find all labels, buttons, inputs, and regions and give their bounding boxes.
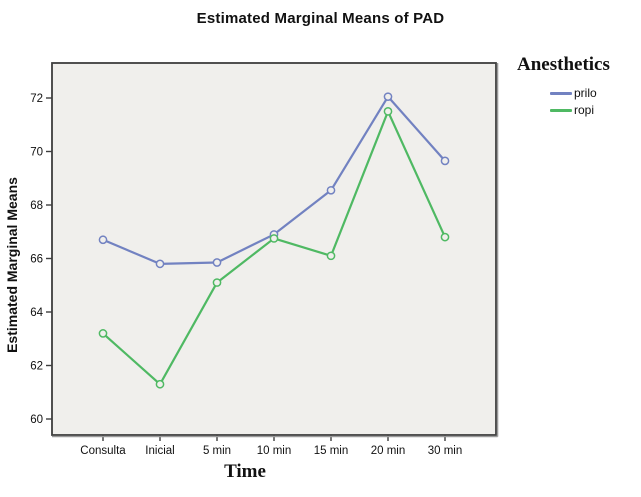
data-point-ropi-2 [212, 278, 222, 287]
x-axis-tick-label: Consulta [80, 445, 126, 457]
legend-title: Anesthetics [517, 54, 610, 75]
data-point-prilo-2 [212, 258, 222, 267]
x-axis-tick-label: 5 min [203, 445, 231, 457]
legend-item-ropi: ropi [550, 104, 639, 117]
data-point-prilo-6 [440, 156, 450, 166]
data-point-ropi-6 [440, 232, 450, 242]
y-axis-tick-label: 68 [30, 200, 43, 212]
x-axis-tick-label: 30 min [428, 445, 463, 457]
legend-item-prilo: prilo [550, 87, 639, 100]
y-axis-tick-label: 60 [30, 414, 43, 426]
x-axis-tick-label: Inicial [145, 445, 174, 457]
data-point-ropi-4 [326, 251, 336, 261]
prilo-line-swatch [550, 92, 572, 95]
data-point-prilo-4 [326, 185, 336, 195]
y-axis-title: Estimated Marginal Means [4, 177, 20, 353]
y-axis-tick-label: 70 [30, 147, 43, 159]
data-point-ropi-1 [155, 379, 165, 389]
data-point-ropi-5 [383, 107, 393, 116]
chart-title: Estimated Marginal Means of PAD [196, 10, 445, 27]
legend: Anesthetics prilo ropi [517, 54, 639, 121]
data-point-prilo-1 [155, 259, 165, 269]
x-axis-tick-label: 10 min [257, 445, 292, 457]
x-axis-tick-label: 15 min [314, 445, 349, 457]
data-point-ropi-0 [98, 329, 108, 338]
legend-label-ropi: ropi [574, 103, 595, 117]
y-axis-tick-label: 72 [30, 93, 43, 105]
y-axis-tick-label: 62 [30, 361, 43, 373]
y-axis-tick-label: 64 [30, 307, 43, 319]
data-point-prilo-5 [383, 92, 393, 102]
x-axis-tick-label: 20 min [371, 445, 406, 457]
plot-frame [51, 62, 497, 436]
data-point-prilo-0 [98, 235, 108, 245]
x-axis-title: Time [224, 461, 266, 482]
data-point-ropi-3 [269, 234, 279, 243]
legend-label-prilo: prilo [574, 86, 597, 100]
plot-area-background [52, 63, 496, 435]
y-axis-tick-label: 66 [30, 254, 43, 266]
ropi-line-swatch [550, 109, 572, 112]
